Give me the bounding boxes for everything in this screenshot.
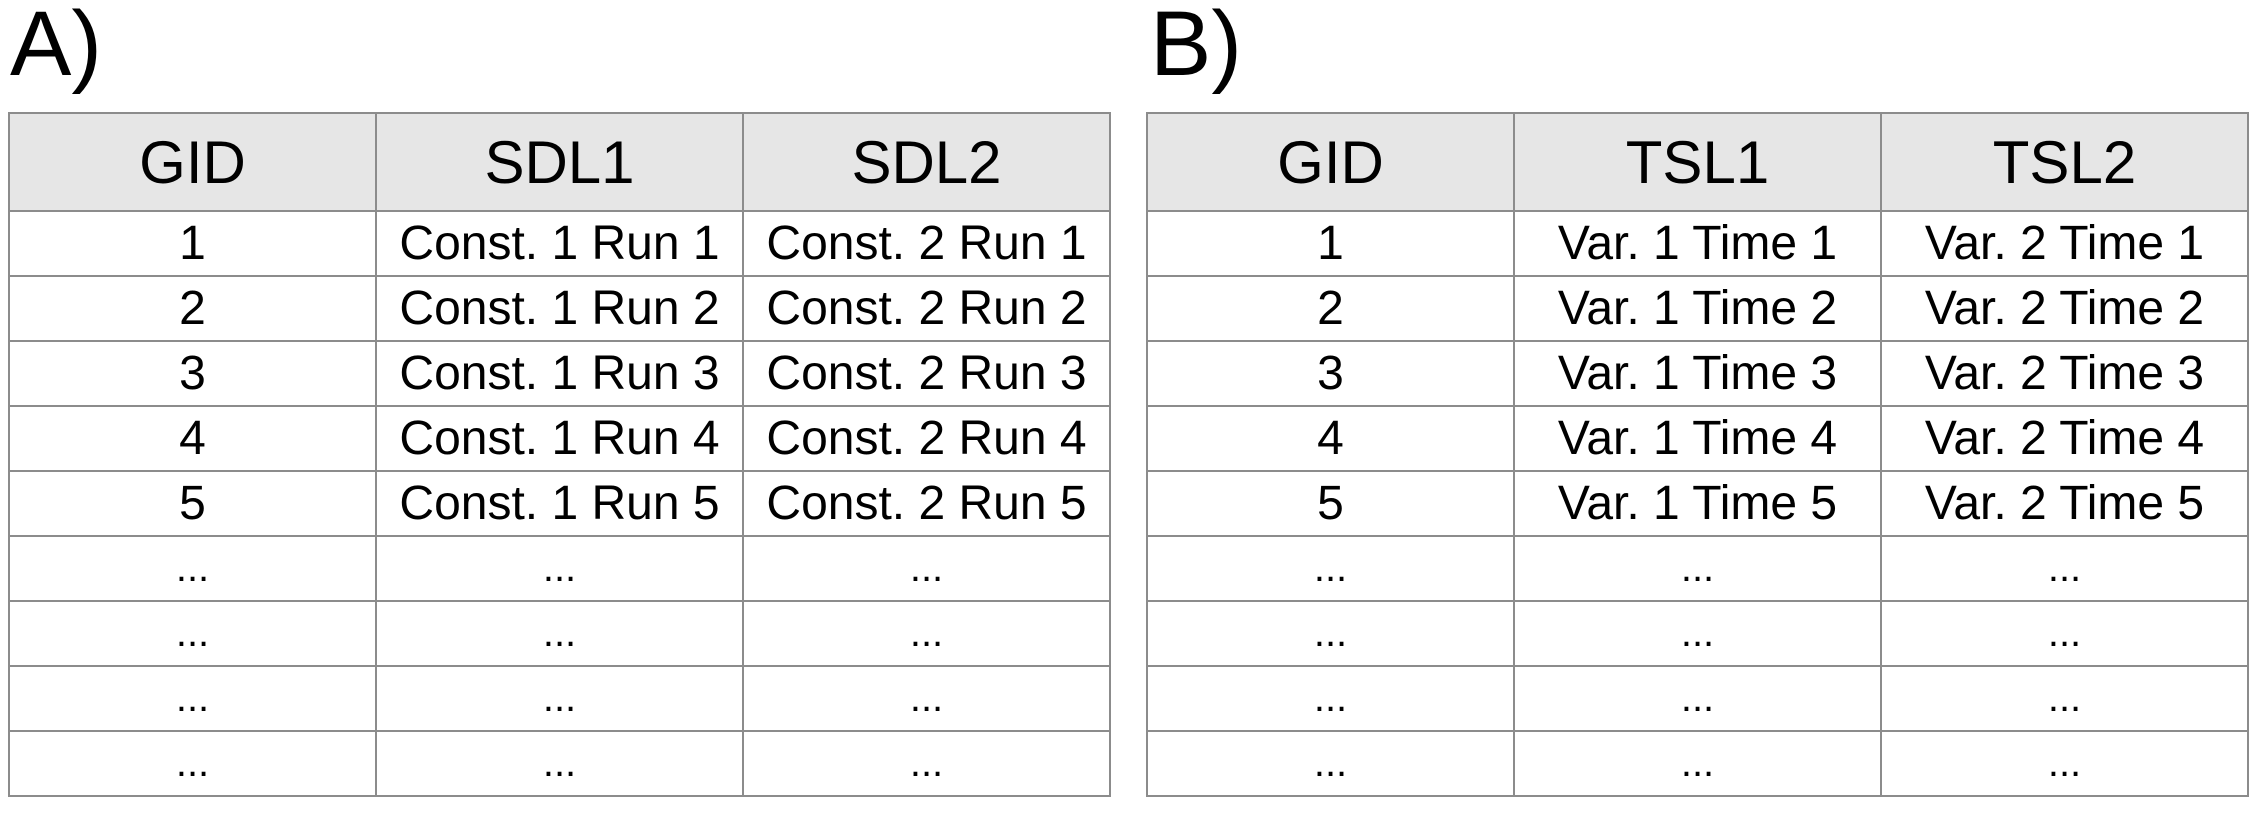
table-cell: Const. 2 Run 2 <box>742 275 1111 342</box>
table-cell: Var. 1 Time 5 <box>1513 470 1882 537</box>
table-cell: ... <box>1513 600 1882 667</box>
table-cell: ... <box>8 535 377 602</box>
table-cell: ... <box>1146 730 1515 797</box>
table-cell: ... <box>1880 730 2249 797</box>
table-cell: Const. 1 Run 2 <box>375 275 744 342</box>
table-cell: ... <box>8 665 377 732</box>
table-cell: ... <box>742 600 1111 667</box>
table-cell: Var. 1 Time 1 <box>1513 210 1882 277</box>
table-cell: 3 <box>1146 340 1515 407</box>
table-cell: Var. 2 Time 3 <box>1880 340 2249 407</box>
table-cell: 2 <box>8 275 377 342</box>
table-cell: Const. 2 Run 1 <box>742 210 1111 277</box>
table-cell: ... <box>742 730 1111 797</box>
table-row: 1 Var. 1 Time 1 Var. 2 Time 1 <box>1146 210 2249 277</box>
table-cell: 5 <box>1146 470 1515 537</box>
table-cell: ... <box>1513 665 1882 732</box>
table-cell: Const. 1 Run 3 <box>375 340 744 407</box>
table-cell: ... <box>1880 600 2249 667</box>
table-cell: ... <box>1146 665 1515 732</box>
table-a: GID SDL1 SDL2 1 Const. 1 Run 1 Const. 2 Ru… <box>8 112 1111 797</box>
table-row: 4 Const. 1 Run 4 Const. 2 Run 4 <box>8 405 1111 472</box>
table-cell: Const. 2 Run 4 <box>742 405 1111 472</box>
table-cell: ... <box>1513 535 1882 602</box>
table-cell: Const. 2 Run 3 <box>742 340 1111 407</box>
table-cell: 4 <box>1146 405 1515 472</box>
column-header-sdl1: SDL1 <box>375 112 744 212</box>
table-cell: ... <box>375 535 744 602</box>
table-row: 3 Var. 1 Time 3 Var. 2 Time 3 <box>1146 340 2249 407</box>
table-row: ......... <box>1146 665 2249 732</box>
table-row: 1 Const. 1 Run 1 Const. 2 Run 1 <box>8 210 1111 277</box>
table-cell: Const. 1 Run 5 <box>375 470 744 537</box>
table-cell: Var. 1 Time 2 <box>1513 275 1882 342</box>
table-row: ......... <box>8 535 1111 602</box>
column-header-tsl1: TSL1 <box>1513 112 1882 212</box>
column-header-tsl2: TSL2 <box>1880 112 2249 212</box>
table-cell: 2 <box>1146 275 1515 342</box>
table-cell: Const. 2 Run 5 <box>742 470 1111 537</box>
table-cell: ... <box>742 665 1111 732</box>
table-row: 2 Const. 1 Run 2 Const. 2 Run 2 <box>8 275 1111 342</box>
table-row: 2 Var. 1 Time 2 Var. 2 Time 2 <box>1146 275 2249 342</box>
table-header-row: GID TSL1 TSL2 <box>1146 112 2249 212</box>
table-row: ......... <box>1146 535 2249 602</box>
table-cell: ... <box>375 665 744 732</box>
table-cell: ... <box>1880 665 2249 732</box>
table-cell: 4 <box>8 405 377 472</box>
table-row: ......... <box>8 730 1111 797</box>
table-cell: Var. 1 Time 3 <box>1513 340 1882 407</box>
table-cell: 3 <box>8 340 377 407</box>
table-cell: Var. 2 Time 5 <box>1880 470 2249 537</box>
table-row: ......... <box>1146 600 2249 667</box>
table-b: GID TSL1 TSL2 1 Var. 1 Time 1 Var. 2 Time … <box>1146 112 2249 797</box>
table-cell: 5 <box>8 470 377 537</box>
table-cell: ... <box>1146 535 1515 602</box>
table-row: 3 Const. 1 Run 3 Const. 2 Run 3 <box>8 340 1111 407</box>
table-cell: ... <box>1146 600 1515 667</box>
panel-label-b: B) <box>1150 0 1242 95</box>
panel-label-a: A) <box>10 0 102 95</box>
table-row: ......... <box>1146 730 2249 797</box>
table-row: ......... <box>8 600 1111 667</box>
table-cell: ... <box>375 730 744 797</box>
table-cell: Var. 2 Time 4 <box>1880 405 2249 472</box>
table-row: 4 Var. 1 Time 4 Var. 2 Time 4 <box>1146 405 2249 472</box>
column-header-gid: GID <box>8 112 377 212</box>
table-cell: ... <box>375 600 744 667</box>
table-cell: ... <box>8 730 377 797</box>
table-cell: ... <box>1513 730 1882 797</box>
table-row: ......... <box>8 665 1111 732</box>
column-header-sdl2: SDL2 <box>742 112 1111 212</box>
table-cell: 1 <box>8 210 377 277</box>
table-header-row: GID SDL1 SDL2 <box>8 112 1111 212</box>
table-cell: Const. 1 Run 4 <box>375 405 744 472</box>
table-cell: Var. 2 Time 2 <box>1880 275 2249 342</box>
table-cell: Var. 1 Time 4 <box>1513 405 1882 472</box>
table-cell: ... <box>8 600 377 667</box>
table-cell: ... <box>742 535 1111 602</box>
table-row: 5 Var. 1 Time 5 Var. 2 Time 5 <box>1146 470 2249 537</box>
table-row: 5 Const. 1 Run 5 Const. 2 Run 5 <box>8 470 1111 537</box>
table-cell: 1 <box>1146 210 1515 277</box>
column-header-gid: GID <box>1146 112 1515 212</box>
table-cell: ... <box>1880 535 2249 602</box>
table-cell: Const. 1 Run 1 <box>375 210 744 277</box>
table-cell: Var. 2 Time 1 <box>1880 210 2249 277</box>
